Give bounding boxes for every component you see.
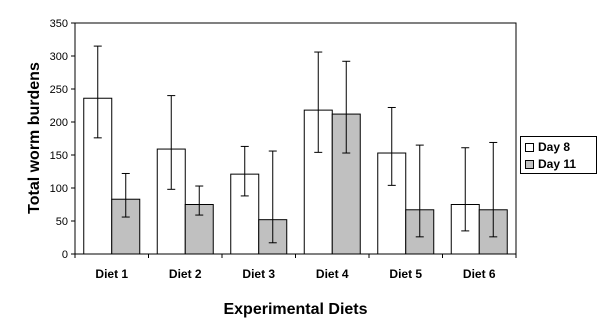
x-tick-label-diet-3: Diet 3: [242, 267, 275, 281]
plot-area: [74, 22, 517, 255]
error-bar-day-8-diet-1: [93, 45, 102, 139]
x-axis-title: Experimental Diets: [223, 301, 367, 318]
legend-swatch-day-11: [525, 160, 534, 170]
x-tick-label-diet-6: Diet 6: [463, 267, 496, 281]
error-bar-day-11-diet-5: [415, 144, 424, 238]
y-tick-label-0: 0: [62, 249, 68, 261]
error-bar-day-8-diet-2: [167, 95, 176, 190]
error-bar-day-11-diet-3: [268, 150, 277, 244]
legend: Day 8 Day 11: [520, 136, 597, 174]
error-bar-day-11-diet-4: [342, 60, 351, 154]
error-bars-layer: [93, 45, 498, 244]
error-bar-day-11-diet-6: [489, 141, 498, 238]
legend-item-day-8: Day 8: [525, 139, 570, 155]
x-tick-label-diet-1: Diet 1: [95, 267, 128, 281]
axes-layer: Diet 1 Diet 2 Diet 3 Diet 4 Diet 5 Diet 6 0 50 1…: [50, 18, 517, 281]
legend-label-day-8: Day 8: [538, 140, 571, 154]
y-tick-label-300: 300: [50, 51, 68, 63]
y-tick-label-100: 100: [50, 183, 68, 195]
error-bar-day-8-diet-3: [240, 145, 249, 197]
x-tick-label-diet-2: Diet 2: [169, 267, 202, 281]
error-bar-day-8-diet-6: [461, 147, 470, 232]
error-bar-day-11-diet-1: [121, 172, 130, 218]
y-tick-label-350: 350: [50, 18, 68, 30]
legend-swatch-day-8: [525, 143, 534, 153]
legend-item-day-11: Day 11: [525, 156, 576, 172]
error-bar-day-8-diet-5: [387, 106, 396, 186]
y-tick-label-250: 250: [50, 84, 68, 96]
y-tick-label-200: 200: [50, 117, 68, 129]
error-bar-day-11-diet-2: [195, 185, 204, 216]
error-bar-day-8-diet-4: [314, 51, 323, 153]
y-tick-label-150: 150: [50, 150, 68, 162]
y-tick-label-50: 50: [56, 216, 68, 228]
bar-day-11-diet-2: [184, 204, 214, 255]
y-axis-title: Total worm burdens: [26, 62, 43, 214]
x-tick-label-diet-4: Diet 4: [316, 267, 349, 281]
x-tick-label-diet-5: Diet 5: [389, 267, 422, 281]
legend-label-day-11: Day 11: [538, 157, 577, 171]
